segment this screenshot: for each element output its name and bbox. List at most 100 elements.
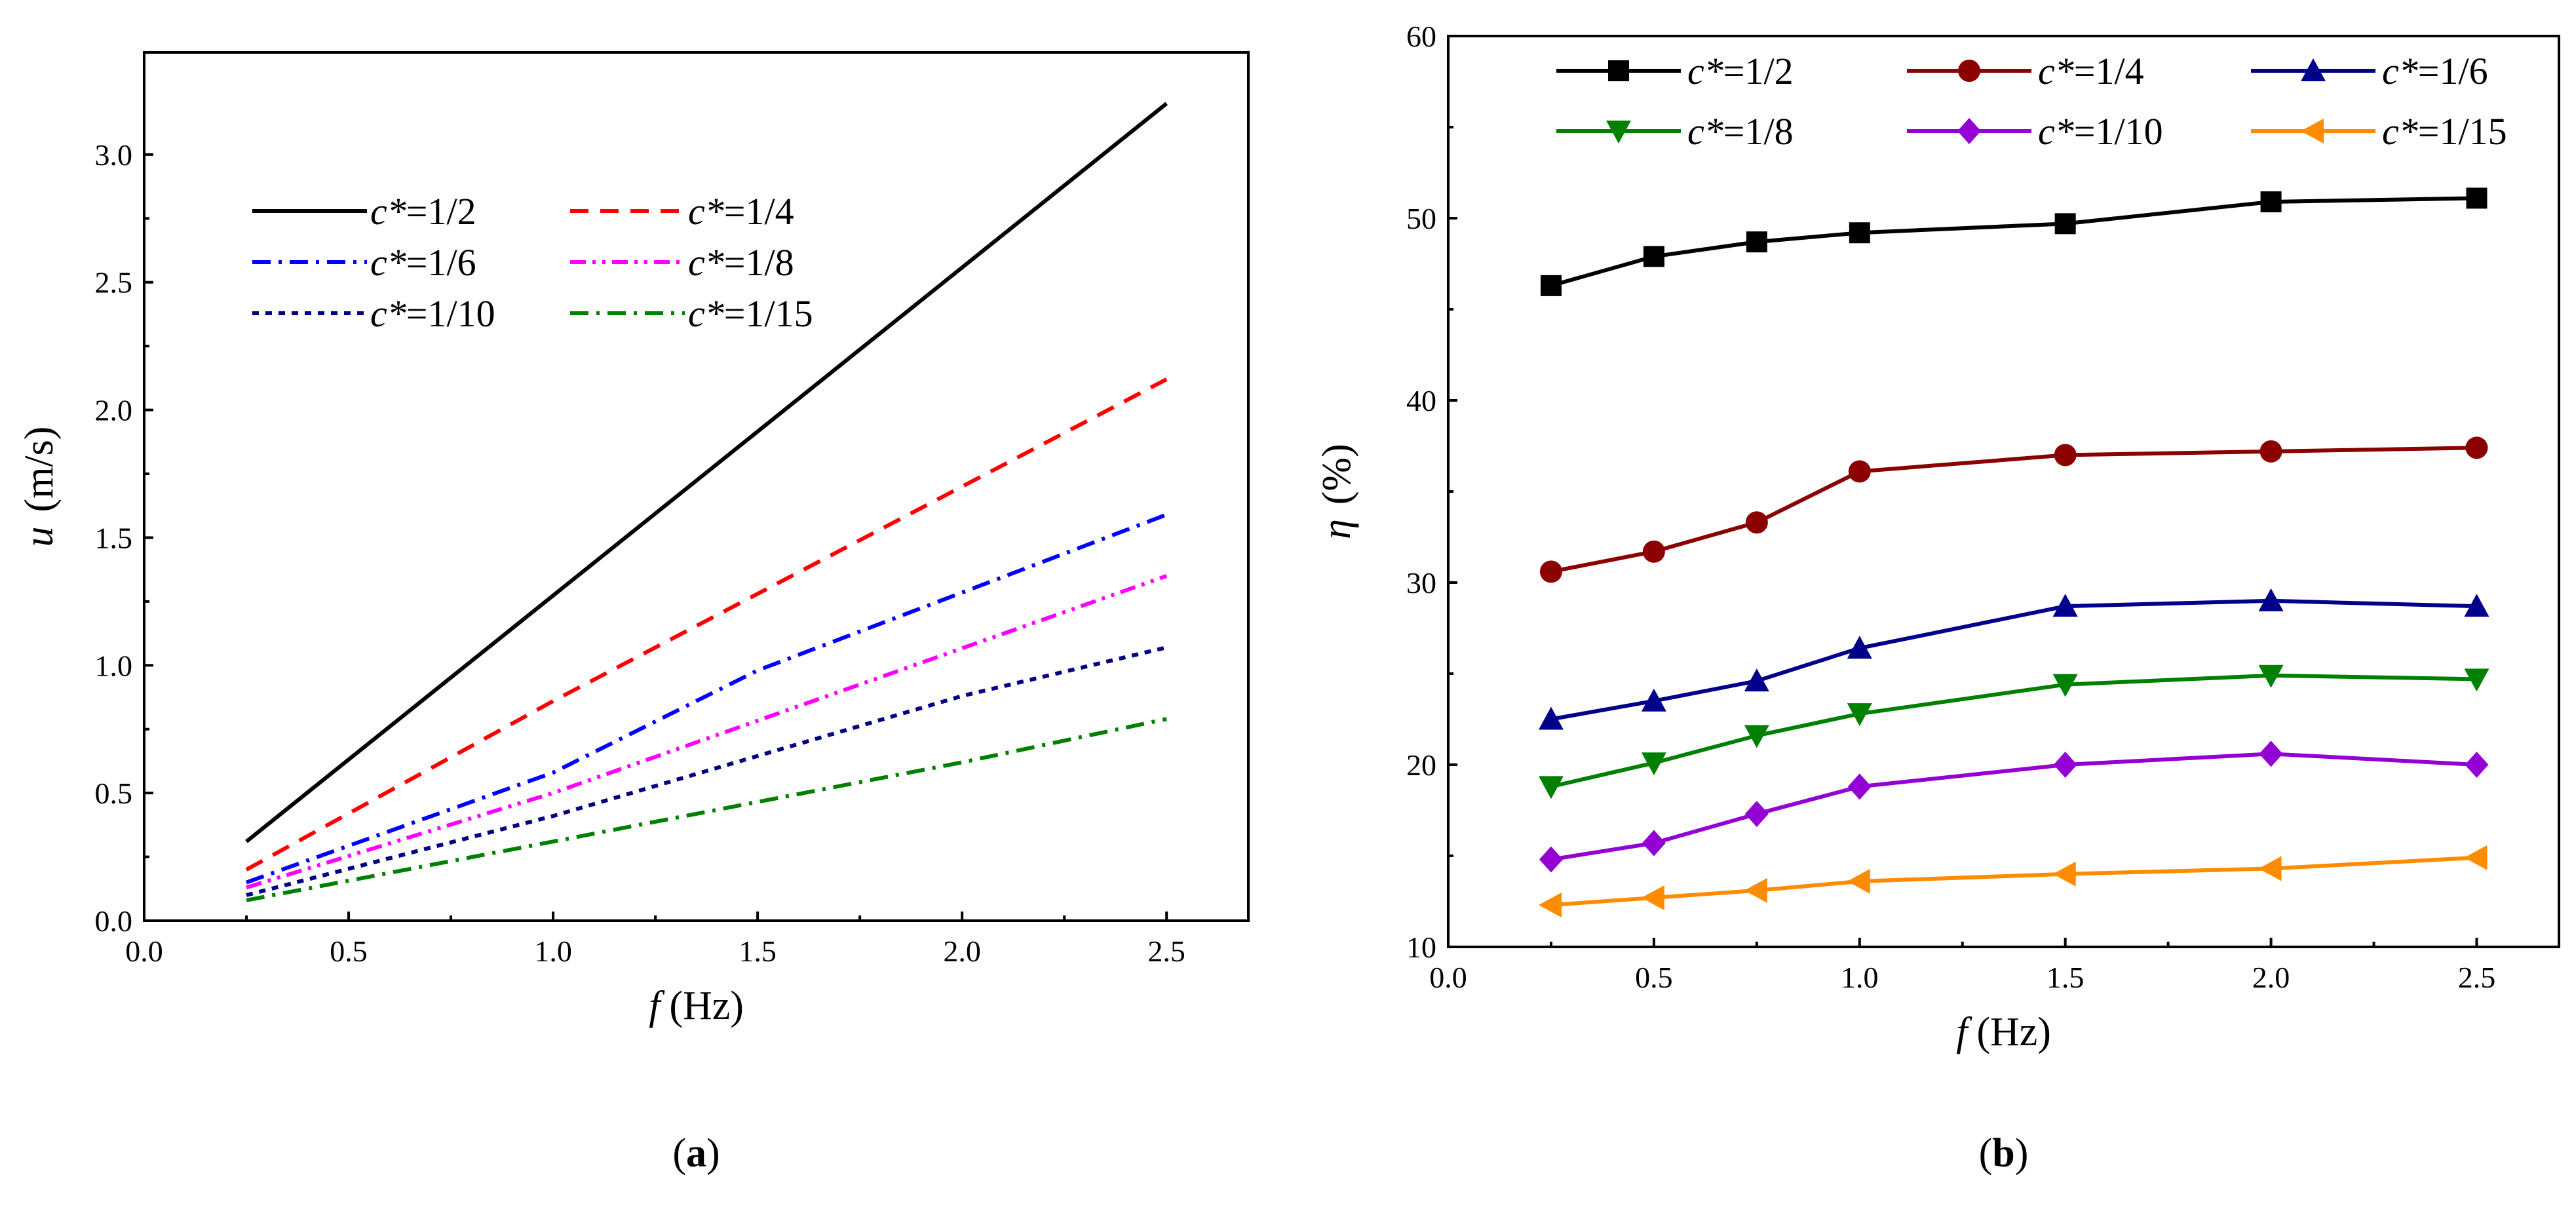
series-line (1550, 752, 2477, 862)
data-point (2464, 594, 2489, 617)
y-tick-label: 1.5 (95, 521, 133, 554)
legend-label-prefix: c* (688, 292, 724, 335)
legend-label-prefix: c* (2038, 50, 2074, 92)
y-tick-label: 10 (1406, 931, 1436, 964)
data-point (1847, 703, 1872, 727)
series-line-c16 (246, 512, 1168, 885)
legend-label-value: =1/4 (2074, 50, 2144, 92)
chart-panel-b: 0.0 0.5 1.0 1.5 2.0 2.5 10 20 30 40 50 60 f (Hz) η (%) (… (1315, 20, 2560, 1176)
legend-label-value: =1/8 (724, 241, 794, 284)
legend-label: c*=1/8 (688, 241, 794, 284)
legend-label-value: =1/8 (1723, 110, 1794, 153)
legend-marker (2301, 119, 2324, 144)
data-point (2465, 752, 2489, 778)
panel-label-open: ( (1979, 1131, 1993, 1176)
y-tick-label: 20 (1406, 748, 1436, 782)
data-point (2259, 440, 2282, 463)
y-tick-label: 40 (1406, 384, 1436, 417)
data-point (1538, 706, 1564, 730)
x-tick-label: 2.5 (2458, 961, 2496, 994)
legend-label: c*=1/2 (370, 190, 476, 233)
x-axis-label-var: f (649, 984, 665, 1028)
panel-label-close: ) (706, 1131, 720, 1176)
data-point (1847, 773, 1872, 800)
legend-label: c*=1/15 (2382, 110, 2507, 153)
legend-label-value: =1/15 (2418, 110, 2507, 153)
panel-label-letter: b (1992, 1131, 2014, 1176)
panel-label: (a) (672, 1131, 720, 1176)
x-axis-label-var: f (1956, 1010, 1972, 1054)
legend-marker (1606, 121, 1631, 144)
x-axis-label-unit: (Hz) (1976, 1010, 2051, 1054)
data-point (1744, 725, 1769, 748)
x-tick-label: 2.0 (2252, 961, 2290, 994)
x-tick-label: 2.5 (1147, 934, 1185, 968)
y-tick-label: 1.0 (95, 649, 133, 682)
y-tick-label: 2.0 (95, 394, 133, 427)
series-line-c110 (246, 645, 1167, 897)
data-point (2054, 444, 2077, 467)
legend-label-value: =1/10 (2074, 110, 2163, 153)
legend-label-value: =1/15 (724, 292, 813, 335)
data-point (2054, 213, 2076, 235)
data-point (1848, 460, 1871, 483)
data-point (2053, 752, 2077, 778)
data-point (2258, 856, 2282, 881)
data-point (2052, 861, 2076, 887)
data-point (1538, 893, 1562, 918)
legend-label-prefix: c* (2382, 110, 2418, 153)
chart-panel-a: 0.0 0.5 1.0 1.5 2.0 2.5 0.0 0.5 1.0 1.5 2.0 2.5 3.0 f… (17, 51, 1250, 1176)
series-line (1550, 855, 2477, 908)
legend-label: c*=1/4 (2038, 50, 2144, 92)
panel-label: (b) (1979, 1131, 2029, 1176)
data-point (1744, 801, 1769, 828)
data-point (1642, 540, 1665, 563)
x-tick-label: 1.5 (739, 934, 777, 968)
legend-label: c*=1/10 (2038, 110, 2163, 153)
x-tick-label: 1.0 (534, 934, 572, 968)
data-point (2466, 187, 2488, 209)
series-line (1550, 446, 2477, 574)
y-tick-label: 50 (1406, 202, 1436, 235)
data-point (2260, 191, 2282, 212)
x-axis-label: f (Hz) (1956, 1010, 2051, 1054)
data-point (1538, 776, 1564, 799)
y-axis-label-unit: (%) (1315, 444, 1359, 505)
data-point (1641, 752, 1666, 776)
legend-label-prefix: c* (688, 190, 724, 233)
data-point (2259, 740, 2283, 767)
legend-label-value: =1/2 (1723, 50, 1794, 92)
legend-label: c*=1/4 (688, 190, 794, 233)
series-line (1550, 598, 2477, 721)
y-tick-label: 30 (1406, 566, 1436, 600)
x-tick-label: 0.5 (1635, 961, 1673, 994)
legend-label-prefix: c* (2038, 110, 2074, 153)
data-point (1641, 688, 1666, 712)
data-point (1540, 275, 1562, 296)
data-point (1746, 231, 1767, 253)
panel-label-open: ( (672, 1131, 686, 1176)
series-line (1550, 196, 2477, 288)
data-point (1641, 885, 1664, 910)
y-tick-label: 3.0 (95, 138, 133, 172)
data-point (2258, 664, 2284, 688)
data-point (1847, 636, 1872, 659)
legend-label-prefix: c* (1687, 50, 1723, 92)
y-tick-label: 0.0 (95, 904, 133, 938)
y-axis-label-var: u (17, 526, 62, 547)
data-point (1539, 846, 1563, 873)
data-point (1744, 668, 1769, 692)
x-tick-label: 1.5 (2047, 961, 2085, 994)
legend-label: c*=1/2 (1687, 50, 1794, 92)
y-tick-label: 0.5 (95, 777, 133, 810)
y-axis-label-var: η (1315, 519, 1359, 539)
legend-label-prefix: c* (688, 241, 724, 284)
y-axis-label-unit: (m/s) (17, 427, 62, 512)
legend-label-value: =1/10 (406, 292, 495, 335)
data-point (2052, 594, 2078, 617)
x-tick-label: 0.5 (330, 934, 368, 968)
y-axis-label: η (%) (1315, 444, 1359, 539)
legend-label-prefix: c* (370, 292, 406, 335)
data-point (2465, 436, 2488, 459)
